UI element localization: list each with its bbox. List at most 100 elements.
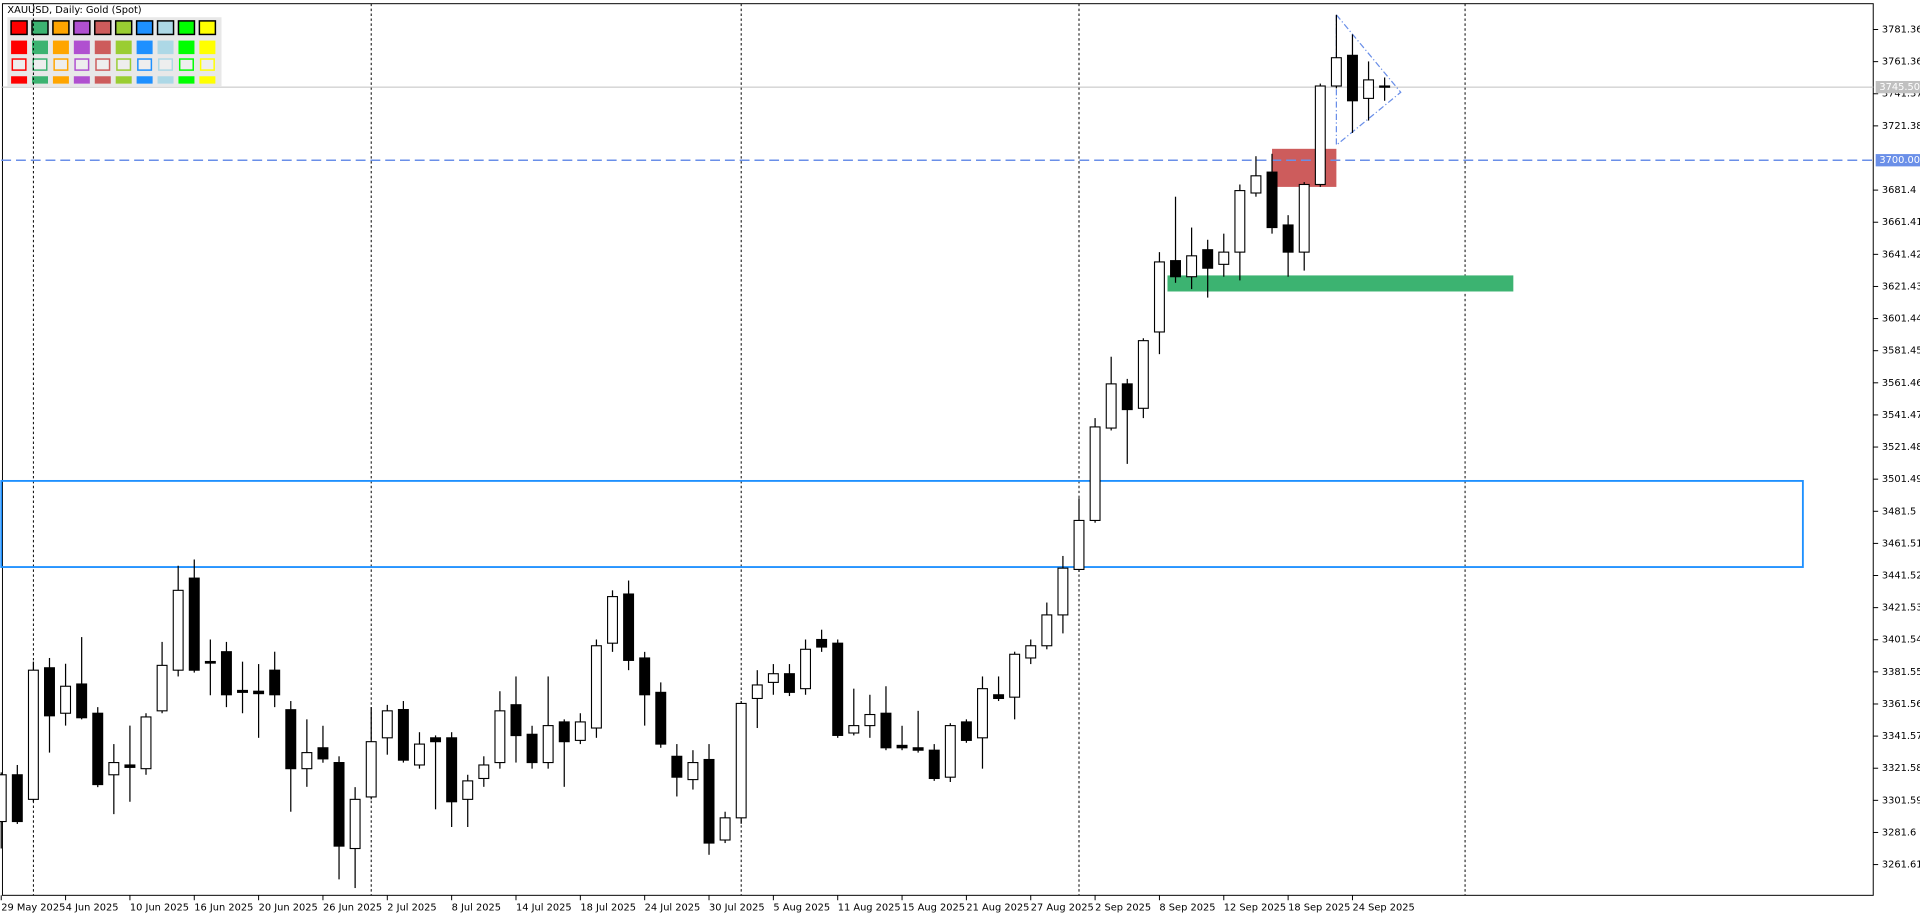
candle-body [928, 749, 940, 780]
x-tick-label: 12 Sep 2025 [1224, 903, 1286, 914]
swatch [199, 58, 215, 71]
y-tick-label: 3461.51 [1882, 538, 1920, 549]
candle-body [607, 596, 618, 644]
x-tick-label: 18 Sep 2025 [1288, 903, 1350, 914]
candle-body [172, 589, 184, 671]
candle-body [333, 762, 345, 847]
candle-body [301, 752, 313, 770]
swatch [94, 20, 112, 36]
candle-body [365, 741, 377, 798]
candle-body [1266, 171, 1278, 229]
candle-body [108, 762, 120, 776]
candle-body [1025, 645, 1037, 659]
price-label-bg [1875, 80, 1920, 94]
y-tick-label: 3521.48 [1882, 442, 1920, 453]
x-tick-label: 8 Jul 2025 [452, 903, 501, 914]
candle-body [1170, 260, 1181, 278]
candle-body [1202, 249, 1214, 269]
price-label: 3700.00 [1879, 155, 1920, 166]
swatch [178, 40, 195, 55]
y-tick-label: 3641.42 [1882, 249, 1920, 260]
candle-body [76, 683, 88, 719]
candle-body [430, 737, 442, 743]
candle-body [1282, 224, 1294, 253]
y-tick-label: 3381.55 [1882, 667, 1920, 678]
y-tick-label: 3281.6 [1882, 827, 1916, 838]
candle-body [1218, 251, 1230, 265]
x-tick-label: 24 Jul 2025 [645, 903, 701, 914]
swatch [11, 40, 28, 55]
candle-body [848, 725, 860, 734]
candle-body [864, 713, 876, 727]
candle-body [156, 664, 168, 712]
candle-body [253, 690, 265, 695]
candle-body [944, 725, 956, 778]
y-tick-label: 3561.46 [1882, 378, 1920, 389]
candle-body [703, 758, 715, 844]
y-tick-label: 3781.36 [1882, 25, 1920, 36]
x-tick-label: 5 Aug 2025 [773, 903, 830, 914]
candle-body [912, 747, 924, 751]
swatch [73, 76, 90, 84]
y-tick-label: 3681.4 [1882, 185, 1916, 196]
candle-body [558, 721, 570, 743]
y-tick-label: 3541.47 [1882, 410, 1920, 421]
x-tick-label: 14 Jul 2025 [516, 903, 572, 914]
price-label-bg [1875, 154, 1920, 167]
y-tick-label: 3301.59 [1882, 795, 1920, 806]
swatch [52, 40, 69, 55]
x-tick-label: 18 Jul 2025 [580, 903, 636, 914]
candle-body [623, 593, 635, 661]
swatch [156, 20, 175, 36]
candle-body [494, 710, 506, 764]
x-tick-label: 30 Jul 2025 [709, 903, 765, 914]
x-tick-label: 20 Jun 2025 [259, 903, 318, 914]
y-tick-label: 3361.56 [1882, 699, 1920, 710]
candle-body [1346, 54, 1358, 102]
swatch [178, 76, 195, 84]
y-tick-label: 3341.57 [1882, 731, 1920, 742]
candle-body [1363, 79, 1375, 99]
candle-body [317, 747, 329, 760]
candle-body [1186, 255, 1198, 278]
x-tick-label: 24 Sep 2025 [1352, 903, 1414, 914]
candle-body [639, 657, 651, 696]
candle-body [1379, 85, 1391, 88]
candle-body [655, 691, 667, 745]
y-tick-label: 3401.54 [1882, 635, 1920, 646]
x-tick-label: 21 Aug 2025 [966, 903, 1029, 914]
y-tick-label: 3761.36 [1882, 57, 1920, 68]
swatch [198, 20, 217, 36]
candle-body [285, 709, 297, 770]
swatch [177, 20, 196, 36]
candle-body [11, 774, 23, 823]
color-palette[interactable] [7, 17, 222, 87]
y-tick-label: 3741.37 [1882, 89, 1920, 100]
candle-body [735, 702, 747, 819]
swatch [10, 20, 28, 36]
candle-body [1121, 383, 1133, 411]
candle-body [140, 716, 152, 770]
swatch [199, 76, 216, 84]
swatch [157, 40, 174, 55]
swatch [52, 20, 70, 36]
rectangle-object [1272, 148, 1337, 187]
y-tick-label: 3501.49 [1882, 474, 1920, 485]
y-tick-label: 3481.5 [1882, 506, 1916, 517]
swatch [158, 58, 174, 71]
candle-body [977, 688, 988, 739]
swatch [52, 76, 69, 84]
swatch [32, 58, 48, 71]
candle-body [671, 755, 683, 778]
candle-body [896, 744, 908, 749]
swatch [157, 76, 174, 84]
candle-body [220, 651, 232, 696]
y-tick-label: 3601.44 [1882, 314, 1920, 325]
x-tick-label: 4 Jun 2025 [66, 903, 119, 914]
candle-body [751, 684, 763, 700]
candle-body [1314, 85, 1326, 186]
candle-body [574, 721, 586, 741]
candle-body [1298, 183, 1310, 253]
